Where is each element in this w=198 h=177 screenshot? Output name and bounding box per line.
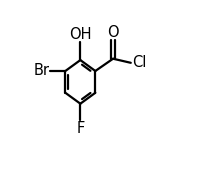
Text: Cl: Cl <box>132 55 146 70</box>
Text: OH: OH <box>69 27 92 42</box>
Text: F: F <box>76 121 85 136</box>
Text: Br: Br <box>34 64 50 78</box>
Text: O: O <box>107 25 119 40</box>
